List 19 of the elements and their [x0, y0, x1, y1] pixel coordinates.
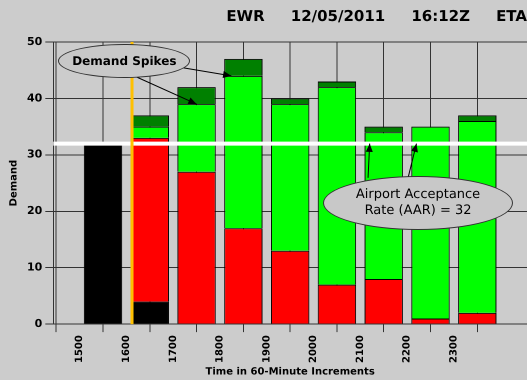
x-tick-label: 1900 [261, 335, 272, 364]
x-axis-title: Time in 60-Minute Increments [206, 366, 375, 378]
x-tick-label: 1500 [74, 335, 86, 364]
x-tick-label: 2300 [448, 335, 460, 364]
y-tick-label: 20 [26, 204, 43, 218]
y-tick-label: 30 [26, 148, 43, 161]
chart-title: EWR 12/05/2011 16:12Z ETA [226, 6, 527, 25]
y-tick-label: 0 [34, 317, 43, 330]
y-tick-label: 40 [26, 91, 43, 104]
x-tick-label: 2200 [402, 335, 413, 364]
y-tick-label: 50 [26, 34, 43, 48]
x-tick-label: 1600 [121, 335, 132, 364]
x-tick-label: 1800 [214, 335, 226, 364]
x-tick-label: 2100 [354, 335, 366, 364]
y-axis-title: Demand [8, 160, 20, 206]
bar [84, 144, 122, 324]
x-tick-label: 2000 [308, 335, 320, 364]
x-tick-label: 1700 [168, 335, 179, 364]
y-tick-label: 10 [26, 260, 43, 274]
